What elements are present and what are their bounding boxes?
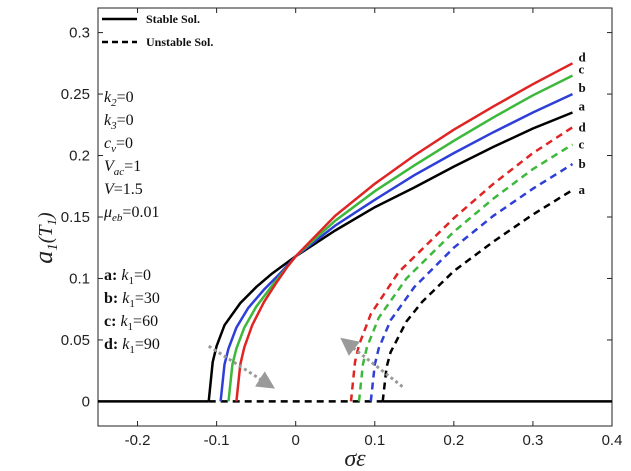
series-d-unstable bbox=[349, 126, 574, 402]
series-c-unstable bbox=[357, 143, 574, 402]
legend-stable-label: Stable Sol. bbox=[146, 12, 200, 26]
end-label-unstable-d: d bbox=[578, 119, 586, 134]
y-axis-title-arg: (T bbox=[35, 224, 57, 244]
y-tick-label: 0.1 bbox=[69, 270, 90, 287]
y-tick-label: 0.15 bbox=[61, 209, 90, 226]
parameter-label: Vac=1 bbox=[104, 158, 141, 178]
parameter-label: k2=0 bbox=[104, 89, 134, 109]
y-tick-label: 0.25 bbox=[61, 86, 90, 103]
y-tick-label: 0.3 bbox=[69, 25, 90, 42]
y-axis-title-arg-sub: 1 bbox=[44, 219, 59, 226]
x-tick-label: -0.2 bbox=[125, 432, 151, 449]
y-tick-label: 0.2 bbox=[69, 148, 90, 165]
y-axis-title-sub: 1 bbox=[45, 243, 61, 251]
legend: Stable Sol. Unstable Sol. bbox=[102, 12, 213, 49]
key-entry-c: c: k1=60 bbox=[104, 313, 158, 333]
y-axis-title-main: a bbox=[29, 251, 58, 264]
direction-arrow-2 bbox=[340, 337, 404, 388]
end-label-stable-a: a bbox=[578, 99, 585, 114]
y-tick-label: 0.05 bbox=[61, 332, 90, 349]
y-tick-label: 0 bbox=[82, 393, 90, 410]
y-axis-title-close: ) bbox=[35, 212, 57, 220]
key-entry-a: a: k1=0 bbox=[104, 267, 151, 287]
parameter-label: V=1.5 bbox=[104, 181, 143, 198]
x-tick-label: 0.2 bbox=[443, 432, 464, 449]
direction-arrow-1 bbox=[207, 344, 275, 389]
parameter-block: k2=0 k3=0 cv=0 Vac=1 V=1.5 μeb=0.01 bbox=[103, 89, 159, 224]
legend-unstable-label: Unstable Sol. bbox=[146, 35, 213, 49]
x-tick-label: 0.1 bbox=[364, 432, 385, 449]
x-tick-label: 0.4 bbox=[602, 432, 623, 449]
parameter-label: μeb=0.01 bbox=[103, 204, 159, 224]
end-label-stable-c: c bbox=[578, 62, 584, 77]
key-entry-b: b: k1=30 bbox=[104, 290, 160, 310]
x-tick-label: 0 bbox=[292, 432, 300, 449]
end-label-unstable-c: c bbox=[578, 136, 584, 151]
y-axis-title: a1(T1) bbox=[29, 212, 61, 264]
end-label-unstable-b: b bbox=[578, 156, 585, 171]
end-label-unstable-a: a bbox=[578, 182, 585, 197]
series-a-unstable bbox=[381, 188, 574, 402]
series-b-stable bbox=[219, 92, 574, 402]
curve-key: a: k1=0 b: k1=30 c: k1=60 d: k1=90 bbox=[104, 267, 160, 356]
parameter-label: cv=0 bbox=[104, 135, 133, 155]
series-b-unstable bbox=[369, 163, 574, 402]
end-label-stable-d: d bbox=[578, 49, 586, 64]
x-tick-label: 0.3 bbox=[522, 432, 543, 449]
x-axis-title: σε bbox=[344, 446, 366, 471]
series-a-stable bbox=[207, 111, 573, 402]
parameter-label: k3=0 bbox=[104, 112, 134, 132]
end-label-stable-b: b bbox=[578, 80, 585, 95]
series-c-stable bbox=[227, 74, 574, 402]
key-entry-d: d: k1=90 bbox=[104, 336, 160, 356]
series-d-stable bbox=[235, 62, 574, 402]
x-tick-label: -0.1 bbox=[204, 432, 230, 449]
